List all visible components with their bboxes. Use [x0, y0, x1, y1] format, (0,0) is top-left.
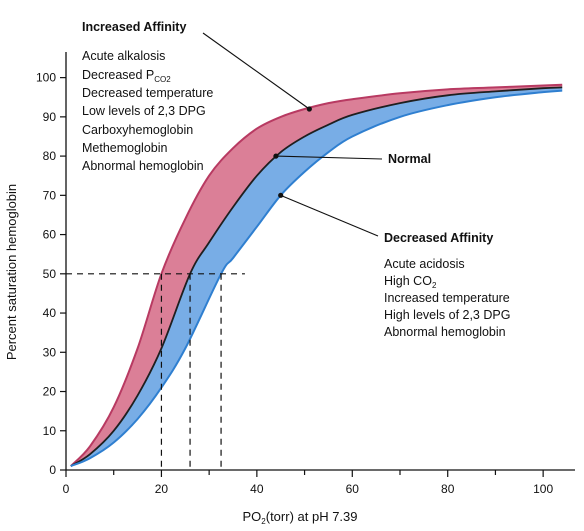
- decreased-affinity-curve: [70, 89, 563, 468]
- increased-item-4: Low levels of 2,3 DPG: [82, 104, 206, 118]
- decreased-affinity-annotation: Decreased Affinity Acute acidosis High C…: [384, 231, 510, 339]
- tick-labels: 0 10 20 30 40 50 60 70 80 90 100 0 20 40 60 80 100: [36, 71, 554, 496]
- y-tick-label-0: 0: [49, 463, 56, 477]
- y-tick-label-70: 70: [43, 188, 57, 202]
- decreased-item-3: Increased temperature: [384, 291, 510, 305]
- y-tick-label-20: 20: [43, 385, 57, 399]
- decreased-affinity-band: [70, 87, 563, 467]
- decreased-item-1: Acute acidosis: [384, 257, 465, 271]
- y-tick-label-50: 50: [43, 267, 57, 281]
- x-tick-label-40: 40: [250, 482, 264, 496]
- normal-leader-line: [275, 155, 383, 160]
- increased-item-6: Methemoglobin: [82, 141, 168, 155]
- increased-affinity-band: [70, 84, 563, 467]
- increased-item-1: Acute alkalosis: [82, 49, 165, 63]
- y-tick-label-90: 90: [43, 110, 57, 124]
- increased-item-7: Abnormal hemoglobin: [82, 159, 204, 173]
- decreased-item-4: High levels of 2,3 DPG: [384, 308, 510, 322]
- y-tick-label-100: 100: [36, 71, 56, 85]
- y-tick-label-40: 40: [43, 306, 57, 320]
- annotation-leaders: [202, 32, 383, 237]
- y-axis-title: Percent saturation hemoglobin: [4, 184, 19, 360]
- increased-leader-line: [202, 32, 310, 110]
- x-tick-label-100: 100: [533, 482, 553, 496]
- affinity-bands: [70, 84, 563, 467]
- normal-marker: [273, 153, 279, 159]
- x-tick-label-20: 20: [155, 482, 169, 496]
- increased-item-2: Decreased PCO2: [82, 68, 171, 84]
- x-tick-label-80: 80: [441, 482, 455, 496]
- increased-affinity-title: Increased Affinity: [82, 20, 186, 34]
- increased-item-3: Decreased temperature: [82, 86, 213, 100]
- increased-affinity-curve: [70, 83, 563, 467]
- y-tick-label-60: 60: [43, 228, 57, 242]
- y-tick-label-10: 10: [43, 424, 57, 438]
- series-curves: [70, 83, 563, 468]
- increased-marker: [306, 106, 312, 112]
- p50-reference-lines: [66, 273, 245, 470]
- decreased-affinity-title: Decreased Affinity: [384, 231, 493, 245]
- x-tick-label-60: 60: [346, 482, 360, 496]
- decreased-item-5: Abnormal hemoglobin: [384, 325, 506, 339]
- decreased-marker: [278, 192, 284, 198]
- increased-item-5: Carboxyhemoglobin: [82, 123, 193, 137]
- y-tick-label-80: 80: [43, 149, 57, 163]
- decreased-leader-line: [280, 194, 379, 237]
- axes: [60, 52, 575, 477]
- y-tick-label-30: 30: [43, 345, 57, 359]
- increased-affinity-annotation: Increased Affinity Acute alkalosis Decre…: [82, 20, 213, 173]
- x-tick-label-0: 0: [63, 482, 70, 496]
- normal-curve: [70, 86, 563, 467]
- normal-label: Normal: [388, 152, 431, 166]
- decreased-item-2: High CO2: [384, 274, 437, 290]
- x-axis-title: PO2(torr) at pH 7.39: [242, 509, 357, 526]
